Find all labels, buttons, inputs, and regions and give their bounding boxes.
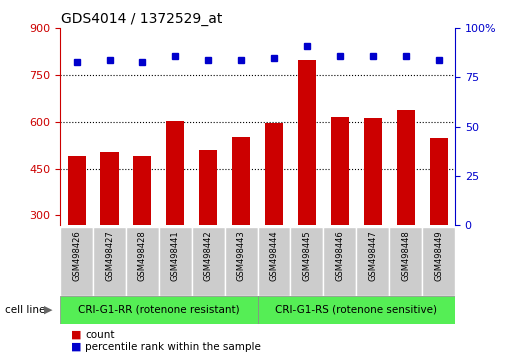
Bar bbox=[257, 227, 290, 296]
Bar bbox=[290, 227, 323, 296]
Bar bbox=[298, 59, 316, 309]
Bar bbox=[199, 150, 217, 309]
Bar bbox=[159, 227, 192, 296]
Bar bbox=[192, 227, 225, 296]
Bar bbox=[232, 137, 250, 309]
Text: GSM498444: GSM498444 bbox=[269, 231, 279, 281]
Bar bbox=[429, 138, 448, 309]
Bar bbox=[225, 227, 257, 296]
Bar bbox=[166, 121, 185, 309]
Text: GSM498448: GSM498448 bbox=[401, 231, 410, 281]
Bar bbox=[331, 117, 349, 309]
Bar bbox=[422, 227, 455, 296]
Text: count: count bbox=[85, 330, 115, 339]
Text: GSM498427: GSM498427 bbox=[105, 231, 114, 281]
Text: GSM498428: GSM498428 bbox=[138, 231, 147, 281]
Text: GSM498443: GSM498443 bbox=[236, 231, 246, 281]
Bar bbox=[389, 227, 422, 296]
Bar bbox=[67, 156, 86, 309]
Text: cell line: cell line bbox=[5, 305, 46, 315]
Text: GSM498445: GSM498445 bbox=[302, 231, 311, 281]
Text: GDS4014 / 1372529_at: GDS4014 / 1372529_at bbox=[61, 12, 222, 27]
Bar bbox=[60, 227, 93, 296]
Bar bbox=[356, 227, 389, 296]
Text: ■: ■ bbox=[71, 342, 81, 352]
Bar bbox=[93, 227, 126, 296]
Bar bbox=[396, 110, 415, 309]
Text: GSM498441: GSM498441 bbox=[171, 231, 180, 281]
Bar bbox=[100, 152, 119, 309]
Text: ▶: ▶ bbox=[44, 305, 53, 315]
Text: CRI-G1-RS (rotenone sensitive): CRI-G1-RS (rotenone sensitive) bbox=[275, 305, 437, 315]
Bar bbox=[257, 296, 455, 324]
Text: GSM498426: GSM498426 bbox=[72, 231, 81, 281]
Text: percentile rank within the sample: percentile rank within the sample bbox=[85, 342, 261, 352]
Text: GSM498446: GSM498446 bbox=[335, 231, 344, 281]
Bar bbox=[323, 227, 356, 296]
Bar bbox=[126, 227, 159, 296]
Bar bbox=[363, 118, 382, 309]
Text: CRI-G1-RR (rotenone resistant): CRI-G1-RR (rotenone resistant) bbox=[78, 305, 240, 315]
Text: ■: ■ bbox=[71, 330, 81, 339]
Bar bbox=[265, 122, 283, 309]
Text: GSM498447: GSM498447 bbox=[368, 231, 377, 281]
Text: GSM498442: GSM498442 bbox=[204, 231, 213, 281]
Text: GSM498449: GSM498449 bbox=[434, 231, 443, 281]
Bar bbox=[60, 296, 257, 324]
Bar bbox=[133, 155, 152, 309]
